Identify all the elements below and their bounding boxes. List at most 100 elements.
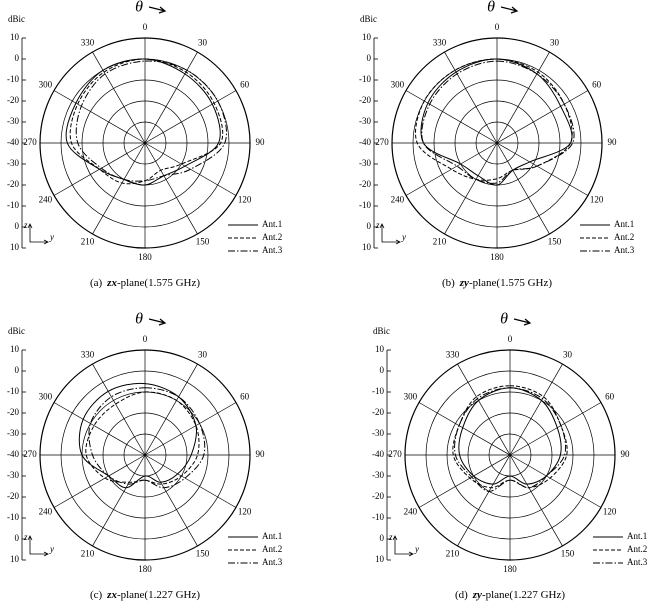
angle-label: 120 — [238, 195, 252, 205]
scale-label: -40 — [372, 449, 384, 459]
angle-label: 90 — [256, 137, 266, 147]
legend-label: Ant.3 — [627, 557, 648, 567]
angle-label: 60 — [240, 392, 250, 402]
angle-label: 0 — [143, 334, 148, 344]
scale-label: 10 — [10, 554, 20, 564]
scale-label: -30 — [372, 428, 384, 438]
unit-label: dBic — [373, 326, 390, 336]
grid-spoke — [144, 51, 198, 144]
angle-label: 90 — [621, 449, 631, 459]
grid-spoke — [509, 402, 602, 456]
pattern-line — [414, 58, 573, 181]
scale-label: 10 — [362, 242, 372, 252]
angle-label: 240 — [39, 507, 53, 517]
angle-label: 30 — [198, 37, 208, 47]
caption-label: (b) — [442, 277, 455, 289]
scale-label: -20 — [7, 407, 19, 417]
legend-label: Ant.1 — [262, 219, 282, 229]
caption: (b) zy-plane(1.575 GHz) — [442, 277, 552, 289]
theta-symbol: θ — [500, 311, 508, 328]
angle-label: 30 — [198, 349, 208, 359]
scale-label: -10 — [372, 386, 384, 396]
scale-label: -10 — [7, 512, 19, 522]
axis-z: z — [375, 220, 380, 230]
axis-inset — [27, 223, 49, 245]
angle-label: 210 — [81, 237, 95, 247]
caption-rest: -plane(1.227 GHz) — [117, 589, 200, 601]
legend-label: Ant.2 — [627, 544, 647, 554]
caption: (c) zx-plane(1.227 GHz) — [90, 589, 200, 601]
pattern-line — [78, 382, 197, 489]
scale-label: 10 — [362, 32, 372, 42]
grid-spoke — [509, 363, 563, 456]
pattern-line — [88, 387, 206, 489]
grid-spoke — [92, 51, 146, 144]
grid-spoke — [496, 51, 550, 144]
angle-label: 180 — [503, 564, 517, 574]
unit-label: dBic — [360, 14, 377, 24]
scale-label: 0 — [380, 533, 385, 543]
grid-spoke — [144, 90, 237, 144]
grid-spoke — [405, 90, 498, 144]
scale-label: -30 — [7, 470, 19, 480]
grid-spoke — [92, 142, 146, 235]
scale-label: 0 — [15, 533, 20, 543]
angle-label: 300 — [391, 80, 405, 90]
axis-z: z — [388, 532, 393, 542]
angle-label: 0 — [143, 22, 148, 32]
grid-spoke — [144, 142, 198, 235]
theta-symbol: θ — [135, 311, 143, 328]
legend-label: Ant.1 — [627, 531, 647, 541]
scale-label: 0 — [15, 221, 20, 231]
angle-label: 330 — [446, 349, 460, 359]
grid-spoke — [418, 402, 511, 456]
angle-label: 0 — [508, 334, 513, 344]
grid-spoke — [496, 90, 589, 144]
legend-label: Ant.2 — [262, 544, 282, 554]
scale-label: 0 — [367, 221, 372, 231]
axis-z: z — [23, 220, 28, 230]
grid-spoke — [496, 142, 550, 235]
angle-label: 180 — [490, 252, 504, 262]
grid-spoke — [92, 454, 146, 547]
grid-spoke — [92, 363, 146, 456]
scale-label: -10 — [7, 386, 19, 396]
axis-inset — [27, 535, 49, 557]
pattern-line — [420, 58, 573, 186]
angle-label: 300 — [404, 392, 418, 402]
caption-label: (a) — [90, 277, 103, 289]
angle-label: 30 — [550, 37, 560, 47]
angle-label: 270 — [23, 449, 37, 459]
angle-label: 270 — [388, 449, 402, 459]
angle-label: 300 — [39, 392, 53, 402]
pattern-line — [458, 387, 562, 485]
angle-label: 300 — [39, 80, 53, 90]
axis-y: y — [49, 232, 54, 242]
angle-label: 0 — [495, 22, 500, 32]
grid-spoke — [509, 454, 602, 508]
angle-label: 150 — [196, 549, 210, 559]
scale-label: -20 — [359, 179, 371, 189]
scale-label: 10 — [375, 344, 385, 354]
scale-label: 10 — [10, 32, 20, 42]
caption-rest: -plane(1.575 GHz) — [117, 277, 200, 289]
angle-label: 30 — [563, 349, 573, 359]
legend-label: Ant.2 — [614, 232, 634, 242]
scale-label: -20 — [7, 491, 19, 501]
angle-label: 60 — [592, 80, 602, 90]
axis-z: z — [23, 532, 28, 542]
scale-label: -20 — [7, 179, 19, 189]
scale-label: 0 — [15, 53, 20, 63]
angle-label: 240 — [391, 195, 405, 205]
theta-symbol: θ — [487, 0, 495, 16]
angle-label: 120 — [603, 507, 617, 517]
theta-symbol: θ — [135, 0, 143, 16]
grid-spoke — [144, 142, 237, 196]
grid-spoke — [144, 454, 198, 547]
angle-label: 90 — [256, 449, 266, 459]
scale-label: -40 — [7, 449, 19, 459]
pattern-line — [421, 60, 575, 184]
grid-spoke — [457, 454, 511, 547]
grid-spoke — [418, 454, 511, 508]
